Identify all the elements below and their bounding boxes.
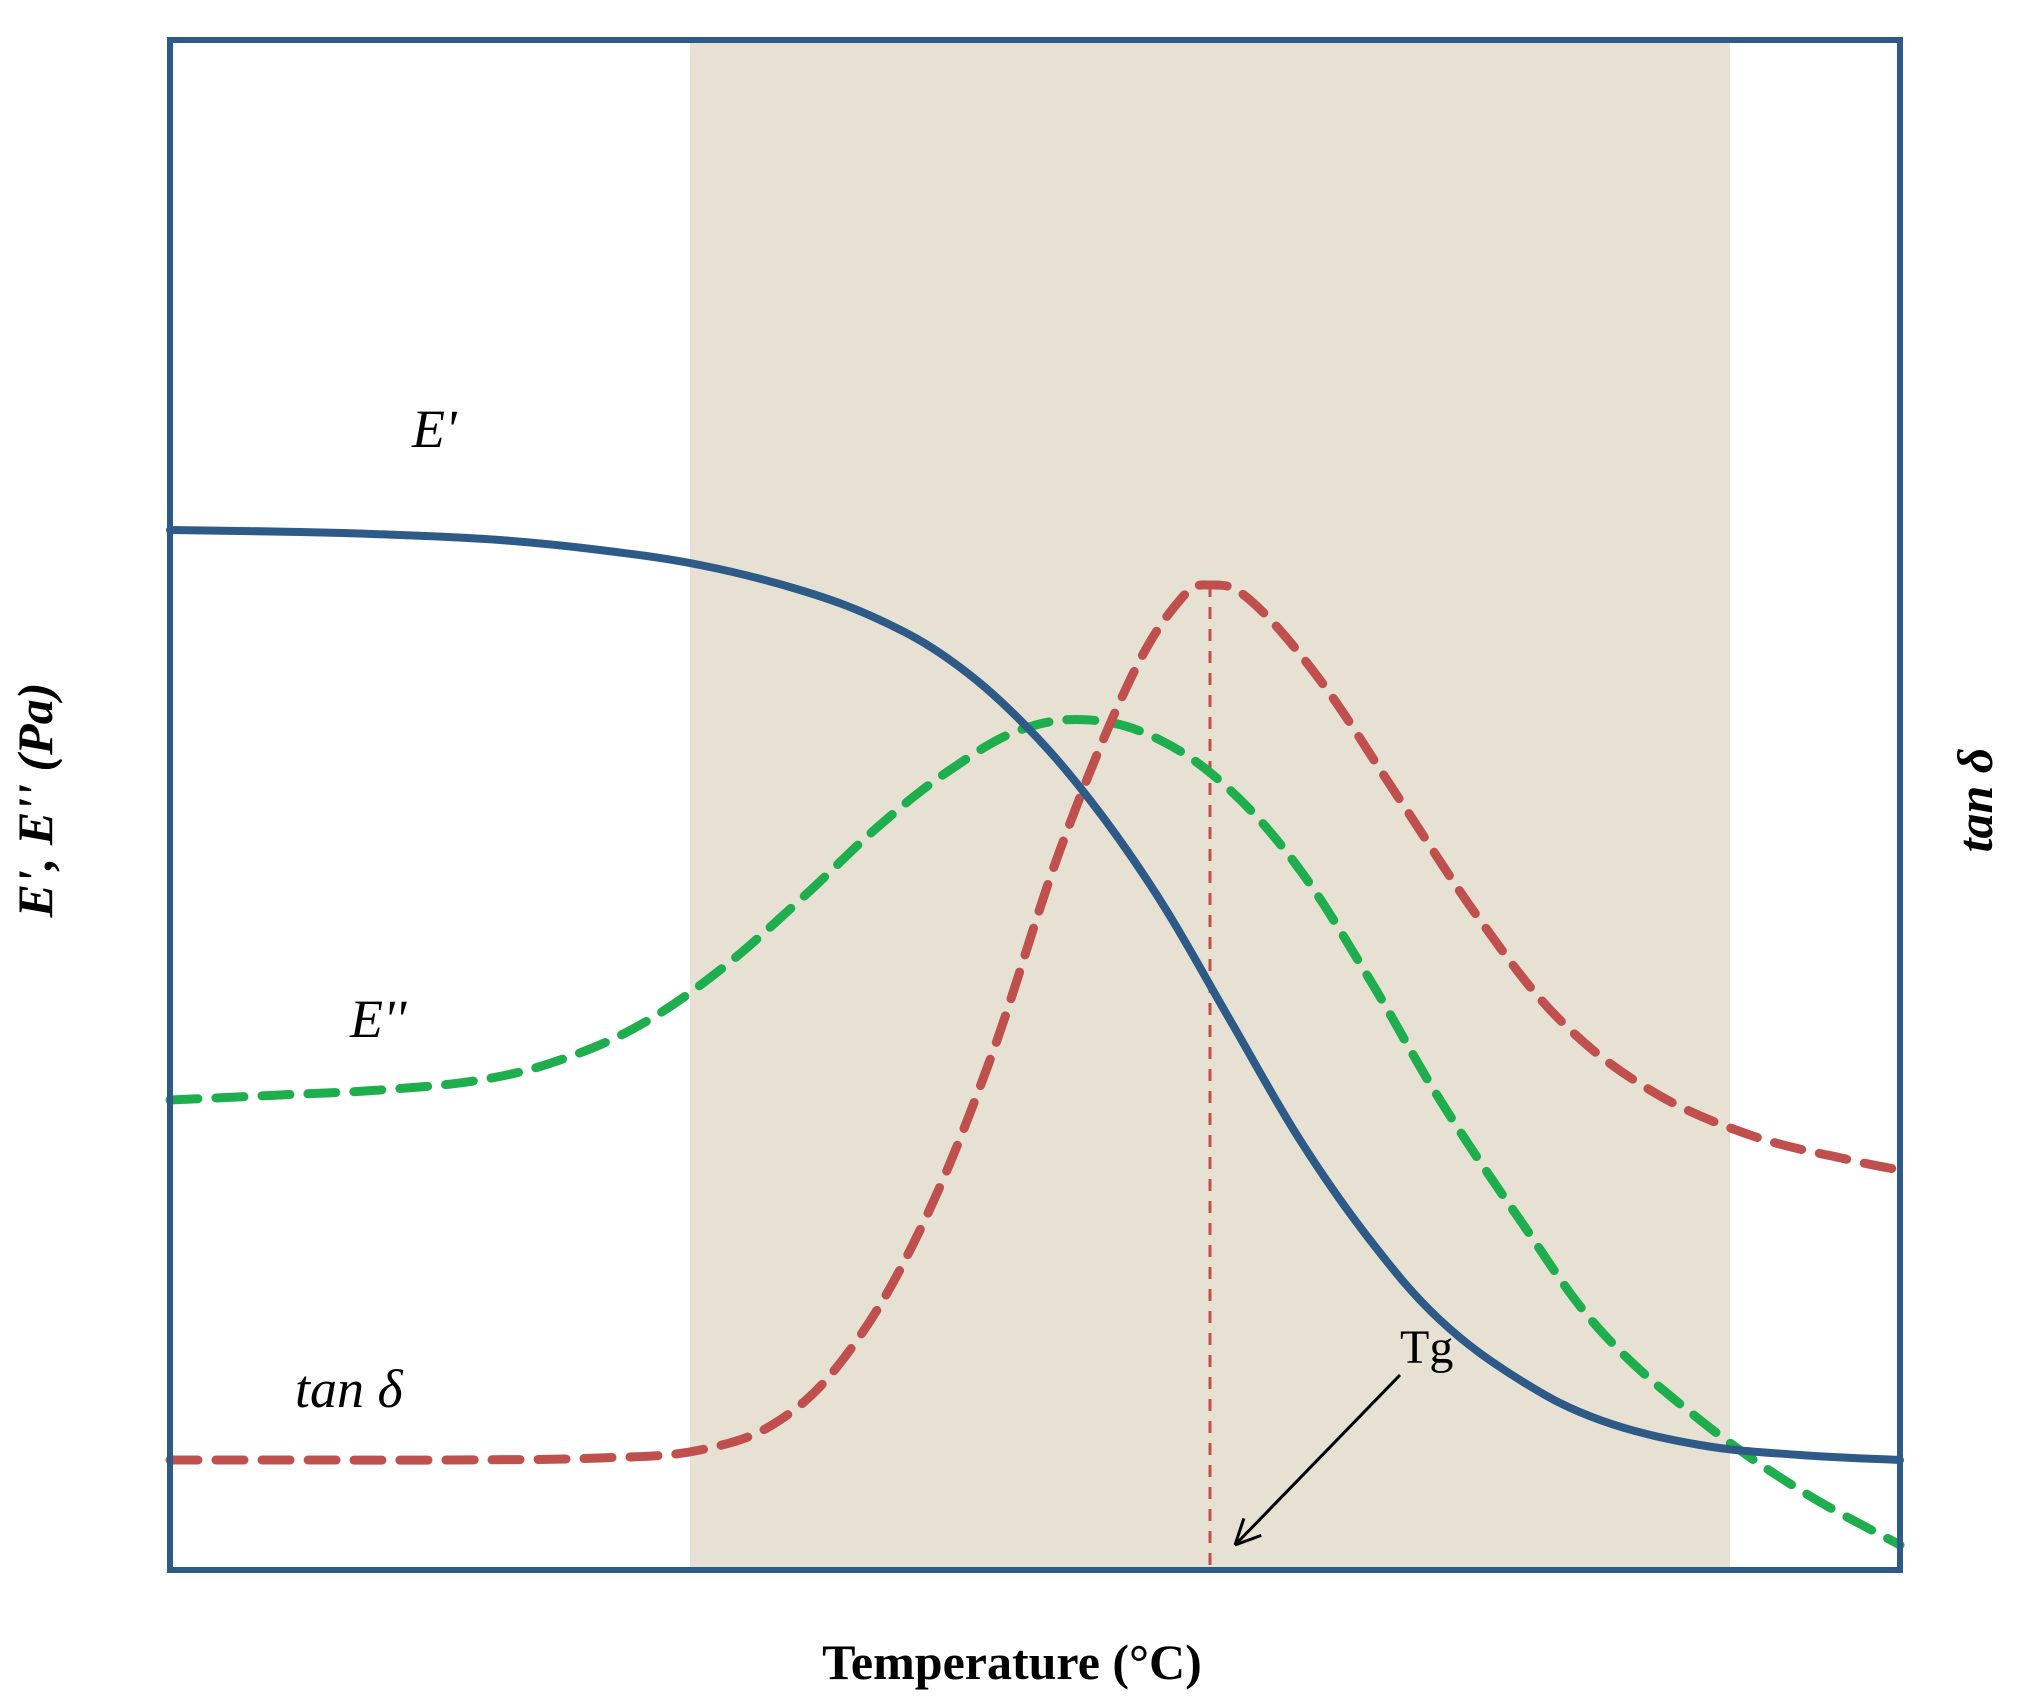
y-left-axis-label: E', E'' (Pa)	[6, 683, 64, 918]
tan-delta-label: tan δ	[295, 1358, 403, 1420]
y-right-axis-label: tan δ	[1946, 748, 2004, 853]
chart-container: Temperature (°C) E', E'' (Pa) tan δ E' E…	[0, 0, 2024, 1699]
tg-label: Tg	[1400, 1320, 1453, 1375]
dma-chart-svg	[0, 0, 2024, 1699]
x-axis-label: Temperature (°C)	[0, 1633, 2024, 1691]
e-prime-label: E'	[412, 398, 457, 460]
e-double-prime-label: E''	[350, 988, 406, 1050]
